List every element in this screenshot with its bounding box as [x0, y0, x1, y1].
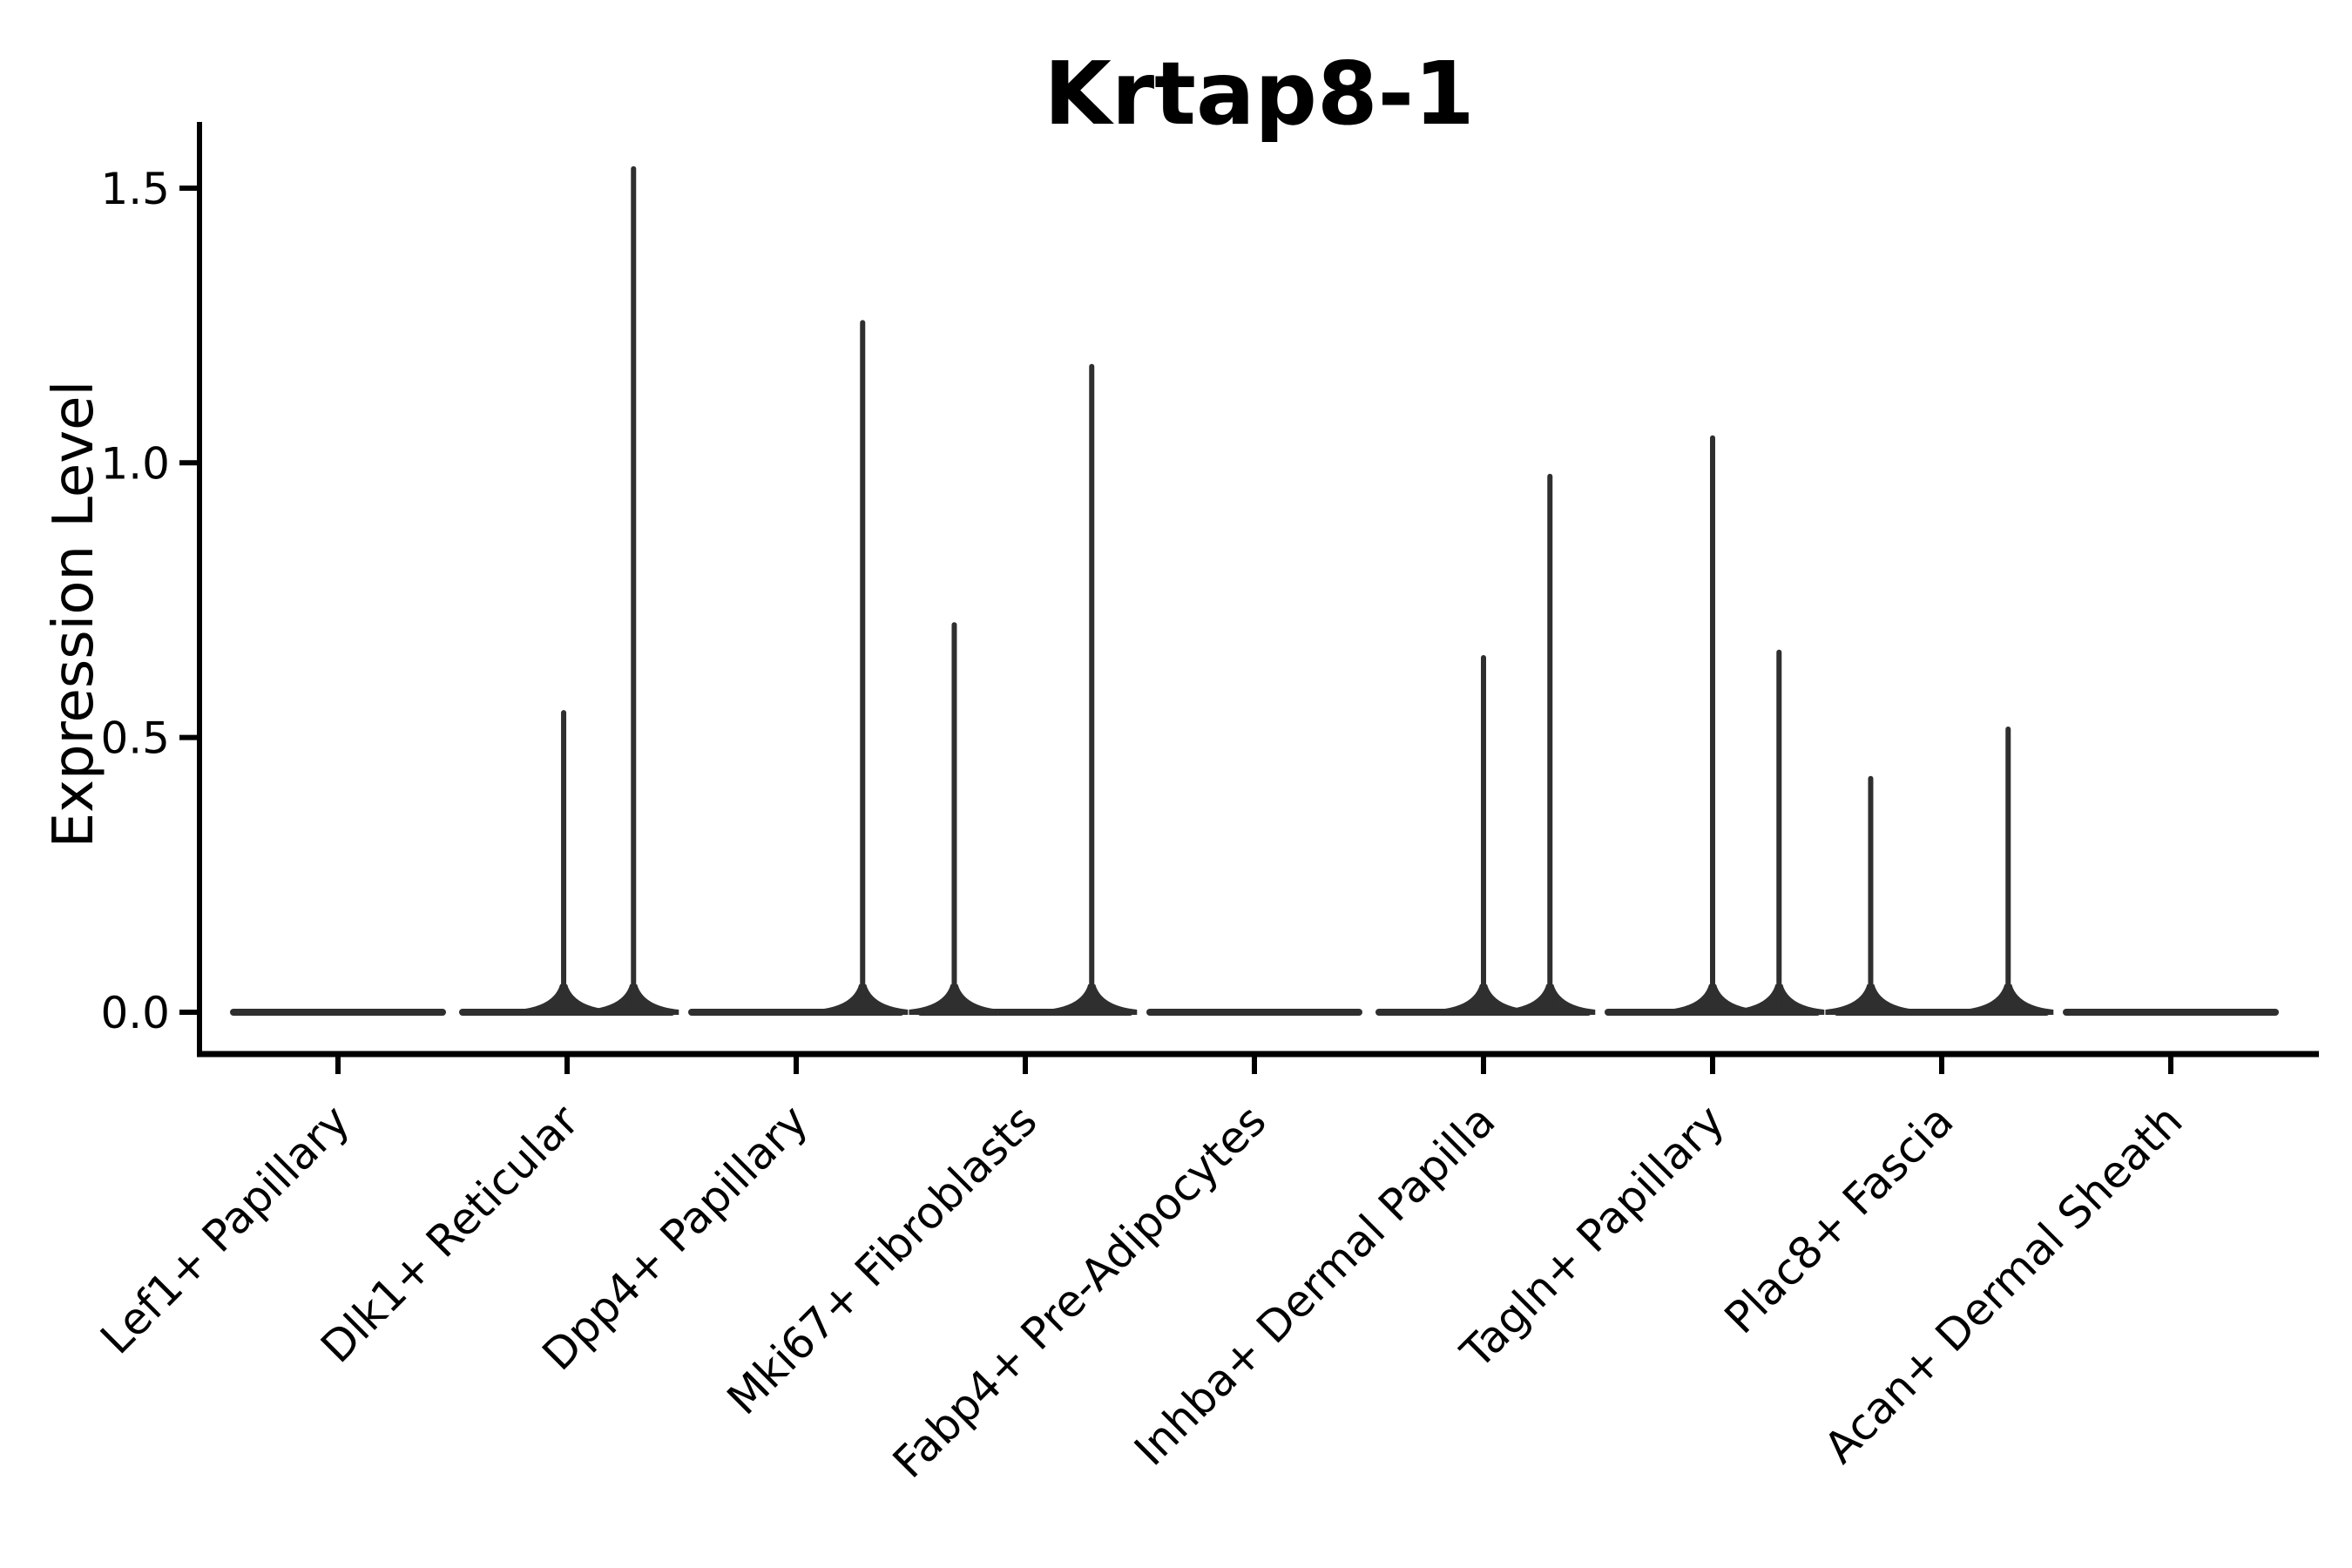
- violin: [1825, 727, 2054, 1016]
- x-tick-label: Lef1+ Papillary: [91, 1095, 359, 1363]
- violin: [688, 320, 909, 1016]
- violin-baseline: [230, 1009, 446, 1016]
- violin: [230, 1009, 446, 1016]
- violin: [459, 166, 679, 1016]
- y-tick-label: 0.5: [100, 713, 170, 764]
- chart-title: Krtap8-1: [1044, 43, 1475, 145]
- violin: [909, 363, 1138, 1016]
- x-tick-label: Plac8+ Fascia: [1715, 1095, 1963, 1343]
- violin: [2063, 1009, 2279, 1016]
- y-tick-label: 1.0: [100, 438, 170, 489]
- y-tick-label: 0.0: [100, 988, 170, 1038]
- violin-baseline: [2063, 1009, 2279, 1016]
- violin: [1605, 435, 1825, 1016]
- violin: [1146, 1009, 1362, 1016]
- y-tick-label: 1.5: [100, 164, 170, 214]
- violin-baseline: [1146, 1009, 1362, 1016]
- x-tick-label: Fabp4+ Pre-Adipocytes: [883, 1095, 1276, 1488]
- violin: [1375, 473, 1596, 1016]
